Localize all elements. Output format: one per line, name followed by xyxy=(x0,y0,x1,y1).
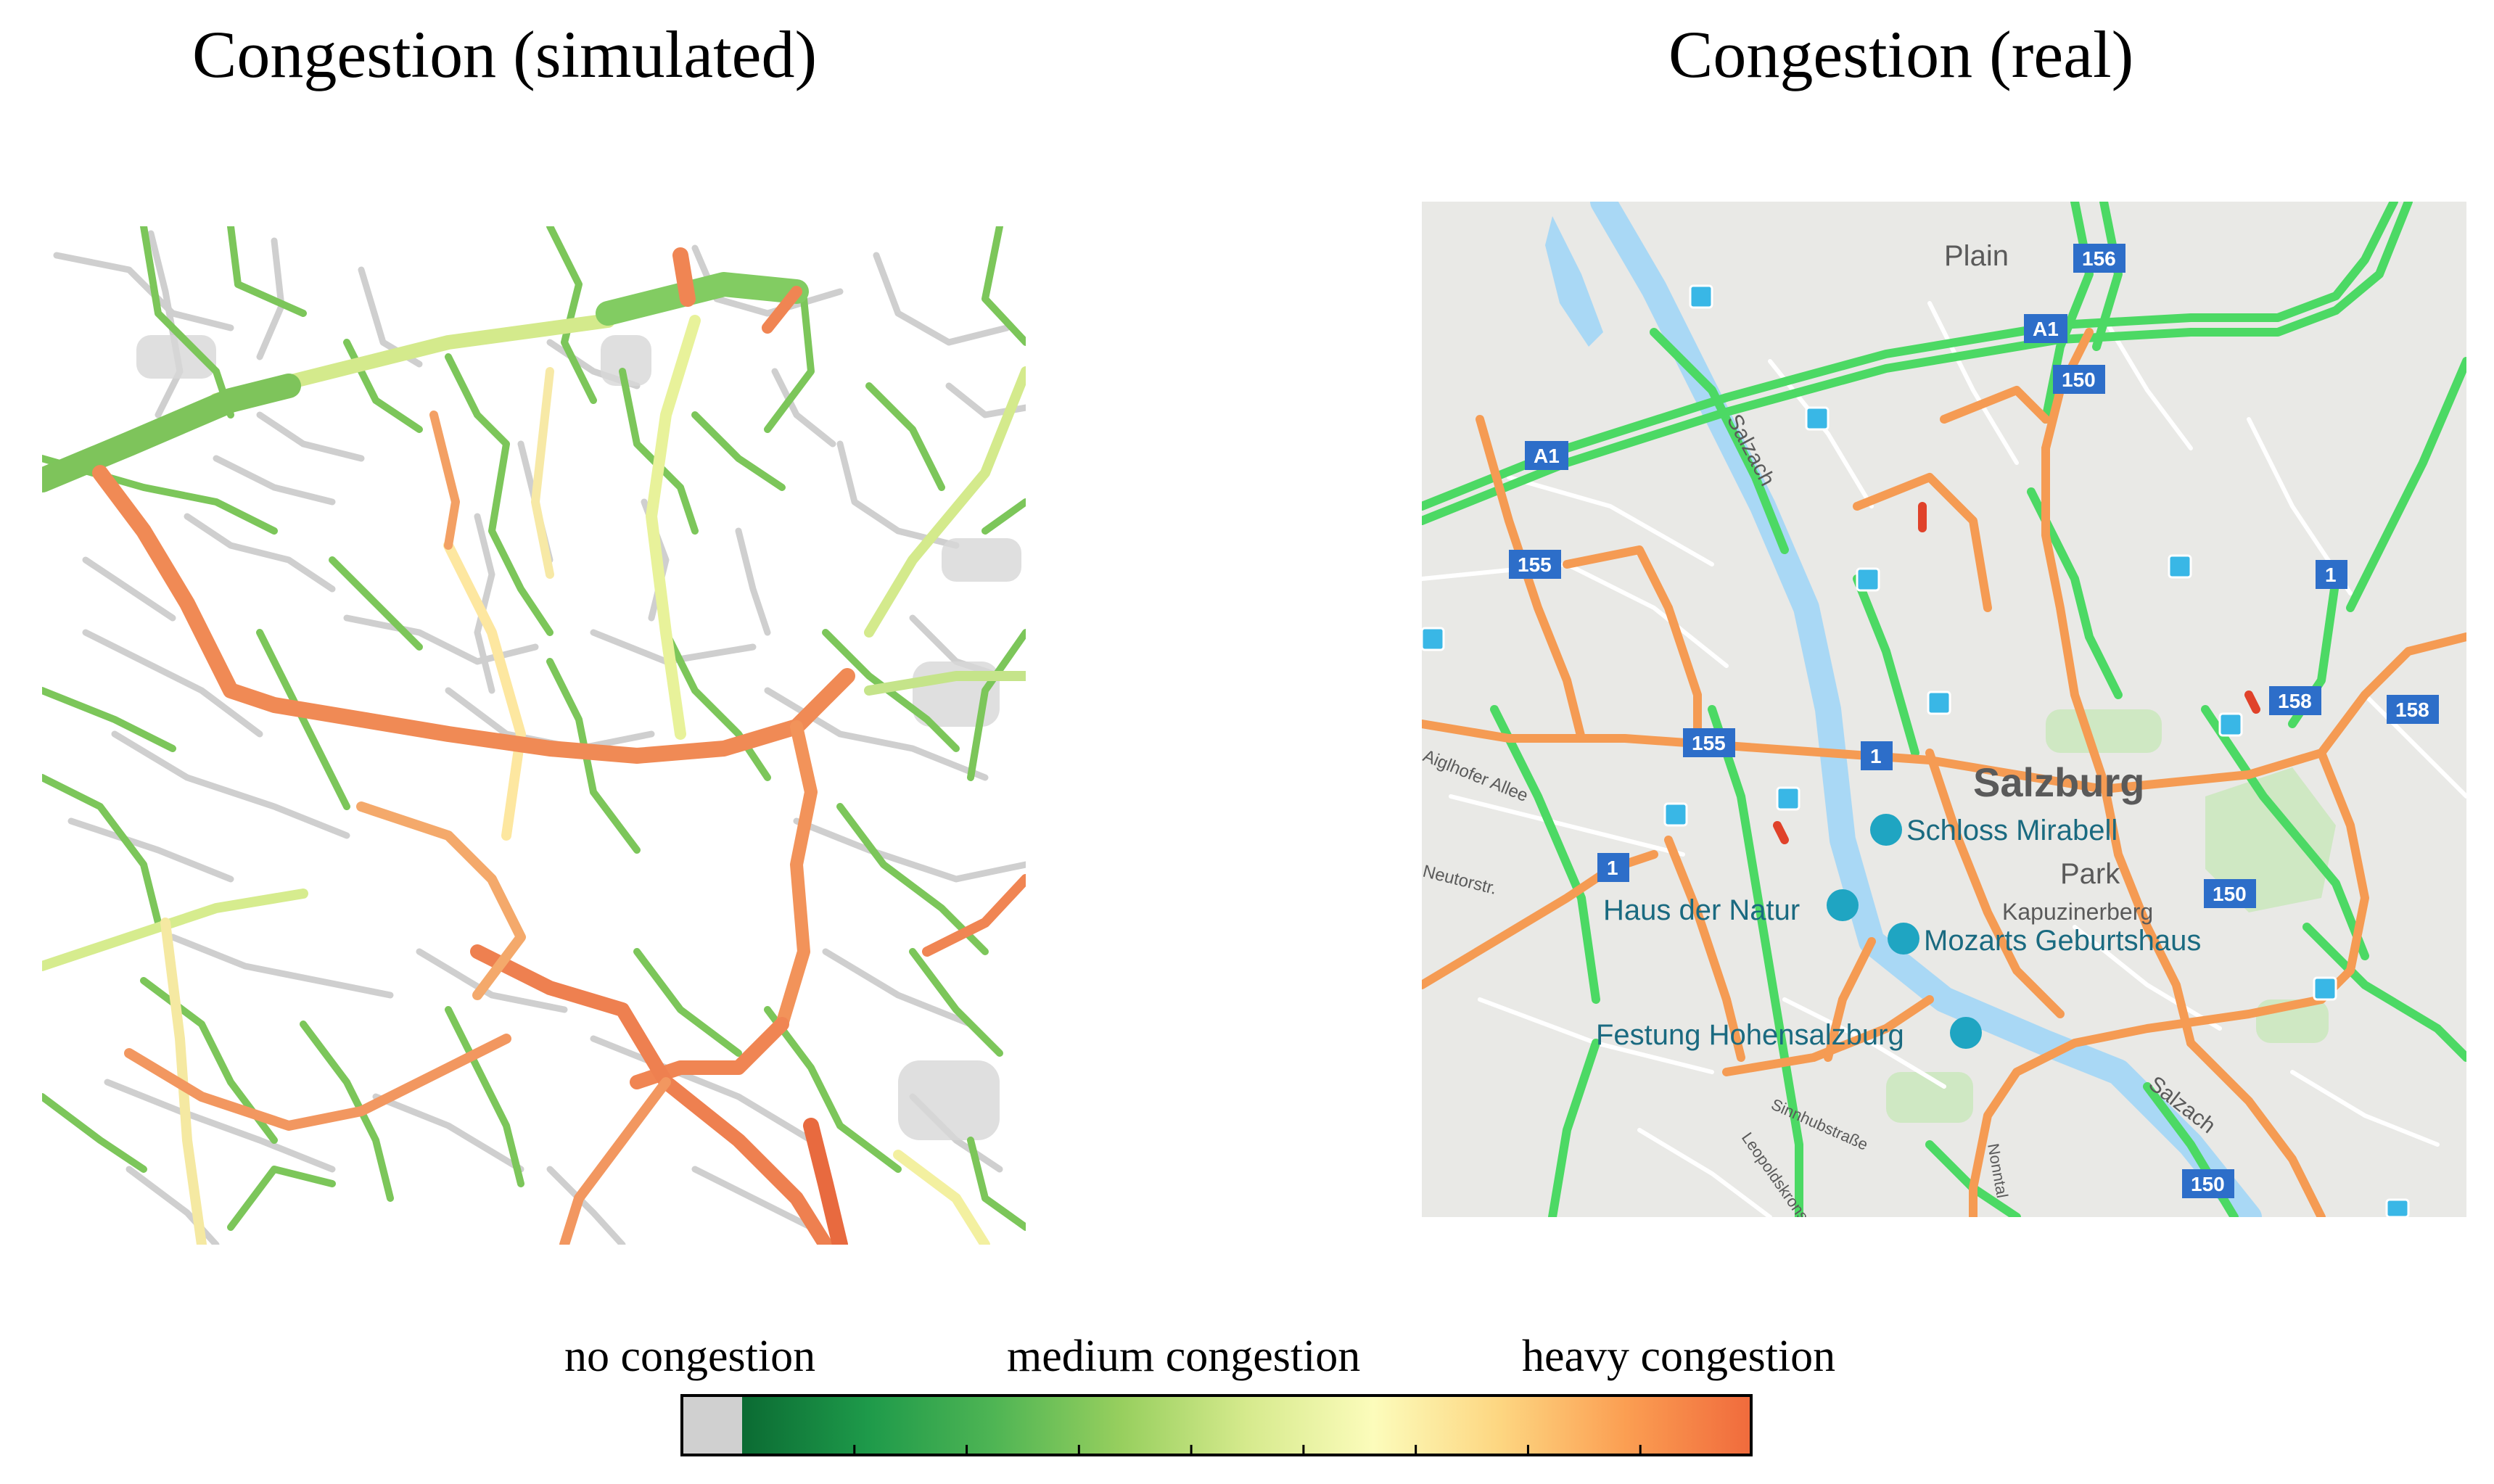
colorbar-ticks xyxy=(853,1445,1642,1455)
real-river xyxy=(1590,202,2262,1217)
shield-150-south: 150 xyxy=(2191,1173,2225,1195)
real-parks xyxy=(1886,709,2336,1123)
shield-1-center: 1 xyxy=(1870,745,1882,767)
real-place-kapuzinerberg: Kapuzinerberg xyxy=(2002,899,2153,925)
real-street-sinnhub: Sinnhubstraße xyxy=(1769,1095,1871,1154)
colorbar-gray-segment xyxy=(680,1394,742,1456)
legend-label-heavy-congestion: heavy congestion xyxy=(1522,1332,1836,1381)
shield-1-east: 1 xyxy=(2325,564,2337,586)
poi-haus-der-natur: Haus der Natur xyxy=(1603,894,1800,926)
shield-150-center: 150 xyxy=(2213,883,2247,905)
real-place-park: Park xyxy=(2060,858,2120,890)
sim-congested-roads xyxy=(92,286,1026,1245)
simulated-congestion-map xyxy=(42,226,1026,1245)
shield-a1-west: A1 xyxy=(1534,445,1560,467)
real-street-nonntal: Nonntal xyxy=(1984,1142,2012,1200)
title-simulated: Congestion (simulated) xyxy=(192,17,818,91)
sim-yellow-roads xyxy=(42,313,1026,1245)
real-congestion-map: Plain Salzburg Park Kapuzinerberg Salzac… xyxy=(1422,202,2466,1217)
shield-158-center: 158 xyxy=(2278,690,2312,712)
poi-festung-hohensalzburg: Festung Hohensalzburg xyxy=(1596,1019,1904,1051)
shield-a1-north: A1 xyxy=(2033,318,2059,340)
legend-label-no-congestion: no congestion xyxy=(564,1332,816,1381)
real-pois: Schloss Mirabell Haus der Natur Mozarts … xyxy=(1596,814,2201,1051)
shield-150-north: 150 xyxy=(2062,368,2096,391)
real-bus-stops xyxy=(1422,284,2410,1217)
sim-highway xyxy=(42,247,809,492)
shield-158-east: 158 xyxy=(2395,698,2429,721)
poi-schloss-mirabell: Schloss Mirabell xyxy=(1906,815,2118,846)
legend-label-medium-congestion: medium congestion xyxy=(1007,1332,1361,1381)
colorbar-gradient xyxy=(742,1394,1753,1456)
real-lake xyxy=(1545,216,1603,347)
shield-1-west: 1 xyxy=(1607,857,1618,879)
real-place-salzburg: Salzburg xyxy=(1973,759,2144,805)
real-route-shields: 156 A1 150 A1 155 1 158 158 155 1 1 150 … xyxy=(1509,244,2439,1198)
shield-155-west: 155 xyxy=(1518,553,1552,576)
shield-156: 156 xyxy=(2082,247,2116,270)
real-streets xyxy=(1422,301,2466,1217)
title-real: Congestion (real) xyxy=(1668,17,2134,91)
real-street-neutor: Neutorstr. xyxy=(1422,862,1499,899)
poi-mozarts-geburtshaus: Mozarts Geburtshaus xyxy=(1924,925,2201,957)
real-free-flow-roads xyxy=(1422,202,2466,1217)
congestion-colorbar xyxy=(680,1394,1753,1456)
real-place-plain: Plain xyxy=(1944,240,2009,272)
shield-155-center: 155 xyxy=(1692,732,1726,754)
colorbar-frame xyxy=(680,1394,1753,1456)
